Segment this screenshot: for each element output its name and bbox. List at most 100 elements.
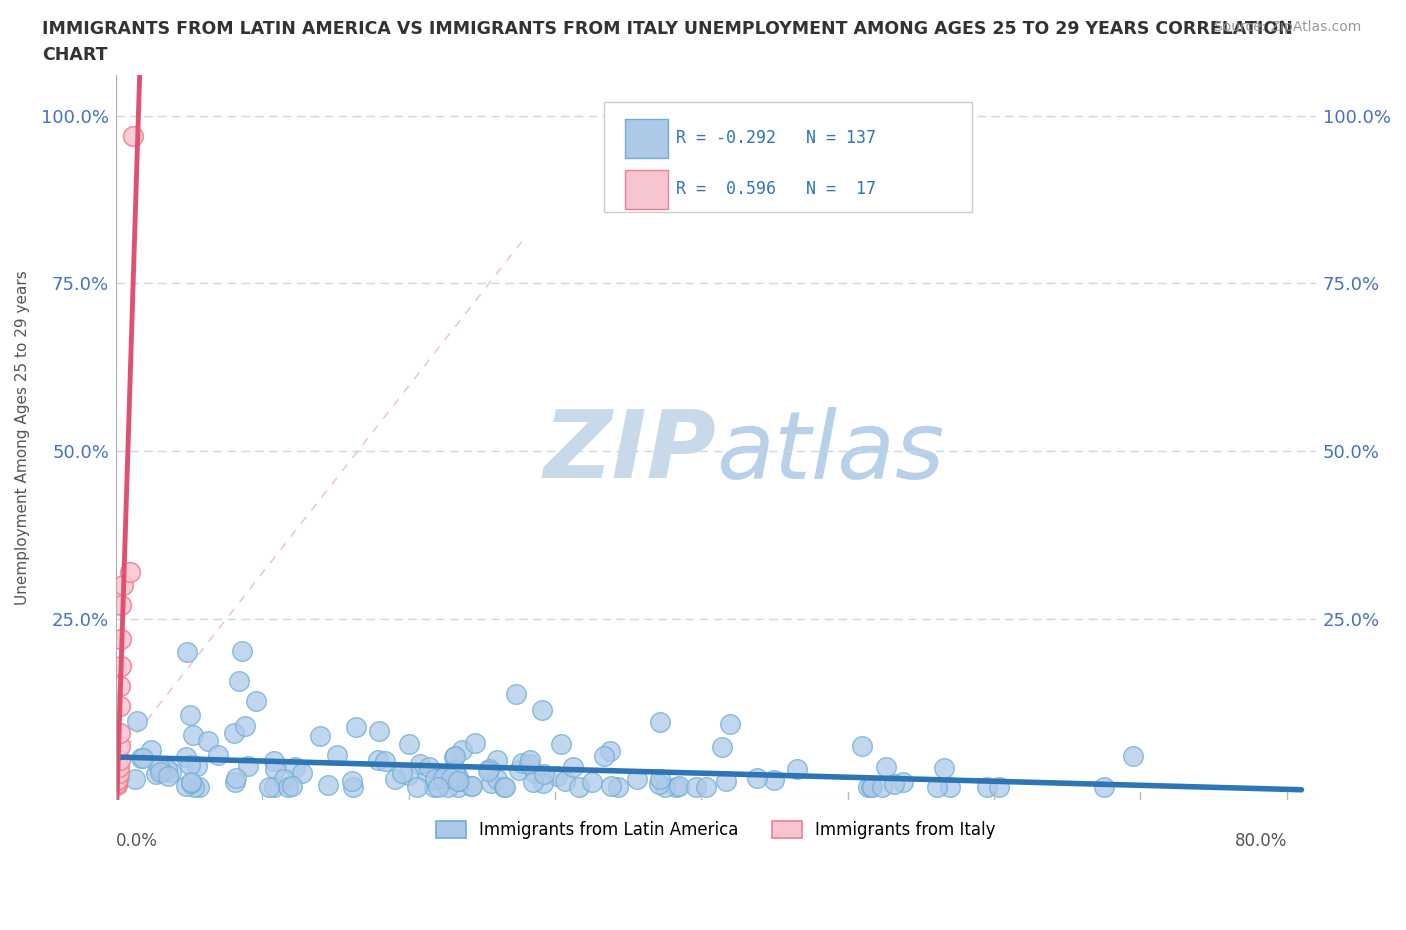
Point <box>976 779 998 794</box>
Point <box>222 725 245 740</box>
Point <box>231 644 253 658</box>
Y-axis label: Unemployment Among Ages 25 to 29 years: Unemployment Among Ages 25 to 29 years <box>15 271 30 605</box>
Point <box>460 778 482 793</box>
Point <box>426 779 449 794</box>
Point <box>105 776 128 790</box>
Point <box>464 736 486 751</box>
Point <box>186 759 208 774</box>
Point <box>718 716 741 731</box>
Point <box>477 764 499 778</box>
Point <box>451 743 474 758</box>
Point <box>440 771 463 786</box>
Point <box>277 779 299 794</box>
Point <box>188 779 211 794</box>
Point <box>273 771 295 786</box>
Point <box>486 752 509 767</box>
Point <box>695 779 717 794</box>
Point <box>685 779 707 794</box>
Point <box>478 762 501 777</box>
Point <box>179 758 201 773</box>
Point <box>519 752 541 767</box>
Point <box>987 779 1010 794</box>
Point <box>432 770 454 785</box>
Point <box>763 773 786 788</box>
Point <box>245 694 267 709</box>
Point <box>444 771 467 786</box>
Point <box>179 707 201 722</box>
Point <box>308 728 330 743</box>
Point <box>714 774 737 789</box>
Point <box>668 779 690 794</box>
Point <box>494 779 516 794</box>
Point <box>263 762 285 777</box>
Point <box>366 752 388 767</box>
Point <box>156 762 179 777</box>
Point <box>546 768 568 783</box>
Point <box>447 774 470 789</box>
Point <box>1092 779 1115 794</box>
Point <box>599 744 621 759</box>
FancyBboxPatch shape <box>624 119 668 158</box>
Point <box>228 673 250 688</box>
Point <box>225 771 247 786</box>
Point <box>263 754 285 769</box>
Point <box>342 779 364 794</box>
Point <box>181 728 204 743</box>
Point <box>108 698 131 713</box>
Point <box>316 777 339 792</box>
Point <box>860 779 883 794</box>
Text: 80.0%: 80.0% <box>1234 832 1286 850</box>
Point <box>745 771 768 786</box>
Point <box>263 779 285 794</box>
Point <box>259 779 281 794</box>
Point <box>648 772 671 787</box>
Text: atlas: atlas <box>716 406 945 498</box>
Point <box>600 779 623 794</box>
Point <box>340 773 363 788</box>
Point <box>786 762 808 777</box>
Point <box>238 759 260 774</box>
Point <box>180 775 202 790</box>
Point <box>485 771 508 786</box>
Point <box>1122 748 1144 763</box>
Point <box>443 749 465 764</box>
Point <box>505 686 527 701</box>
Point <box>444 763 467 777</box>
Point <box>368 724 391 738</box>
Point <box>110 598 132 613</box>
Point <box>129 751 152 765</box>
Point <box>531 776 554 790</box>
Point <box>461 778 484 793</box>
Point <box>860 779 883 794</box>
FancyBboxPatch shape <box>605 102 972 212</box>
Point <box>512 756 534 771</box>
Point <box>127 713 149 728</box>
Point <box>197 734 219 749</box>
FancyBboxPatch shape <box>624 169 668 208</box>
Text: 0.0%: 0.0% <box>117 832 157 850</box>
Point <box>174 778 197 793</box>
Point <box>183 779 205 794</box>
Point <box>423 779 446 794</box>
Point <box>711 739 734 754</box>
Text: CHART: CHART <box>42 46 108 64</box>
Point <box>233 719 256 734</box>
Text: ZIP: ZIP <box>543 406 716 498</box>
Point <box>108 739 131 754</box>
Point <box>425 772 447 787</box>
Point <box>654 779 676 794</box>
Point <box>374 754 396 769</box>
Point <box>405 779 427 794</box>
Point <box>132 751 155 765</box>
Point <box>648 777 671 791</box>
Point <box>875 759 897 774</box>
Point <box>108 679 131 694</box>
Point <box>447 770 470 785</box>
Point <box>856 779 879 794</box>
Point <box>110 631 132 646</box>
Point <box>108 752 131 767</box>
Point <box>517 757 540 772</box>
Point <box>447 779 470 794</box>
Point <box>891 774 914 789</box>
Point <box>122 128 145 143</box>
